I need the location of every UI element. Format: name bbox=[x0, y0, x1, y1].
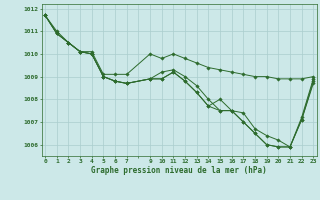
X-axis label: Graphe pression niveau de la mer (hPa): Graphe pression niveau de la mer (hPa) bbox=[91, 166, 267, 175]
